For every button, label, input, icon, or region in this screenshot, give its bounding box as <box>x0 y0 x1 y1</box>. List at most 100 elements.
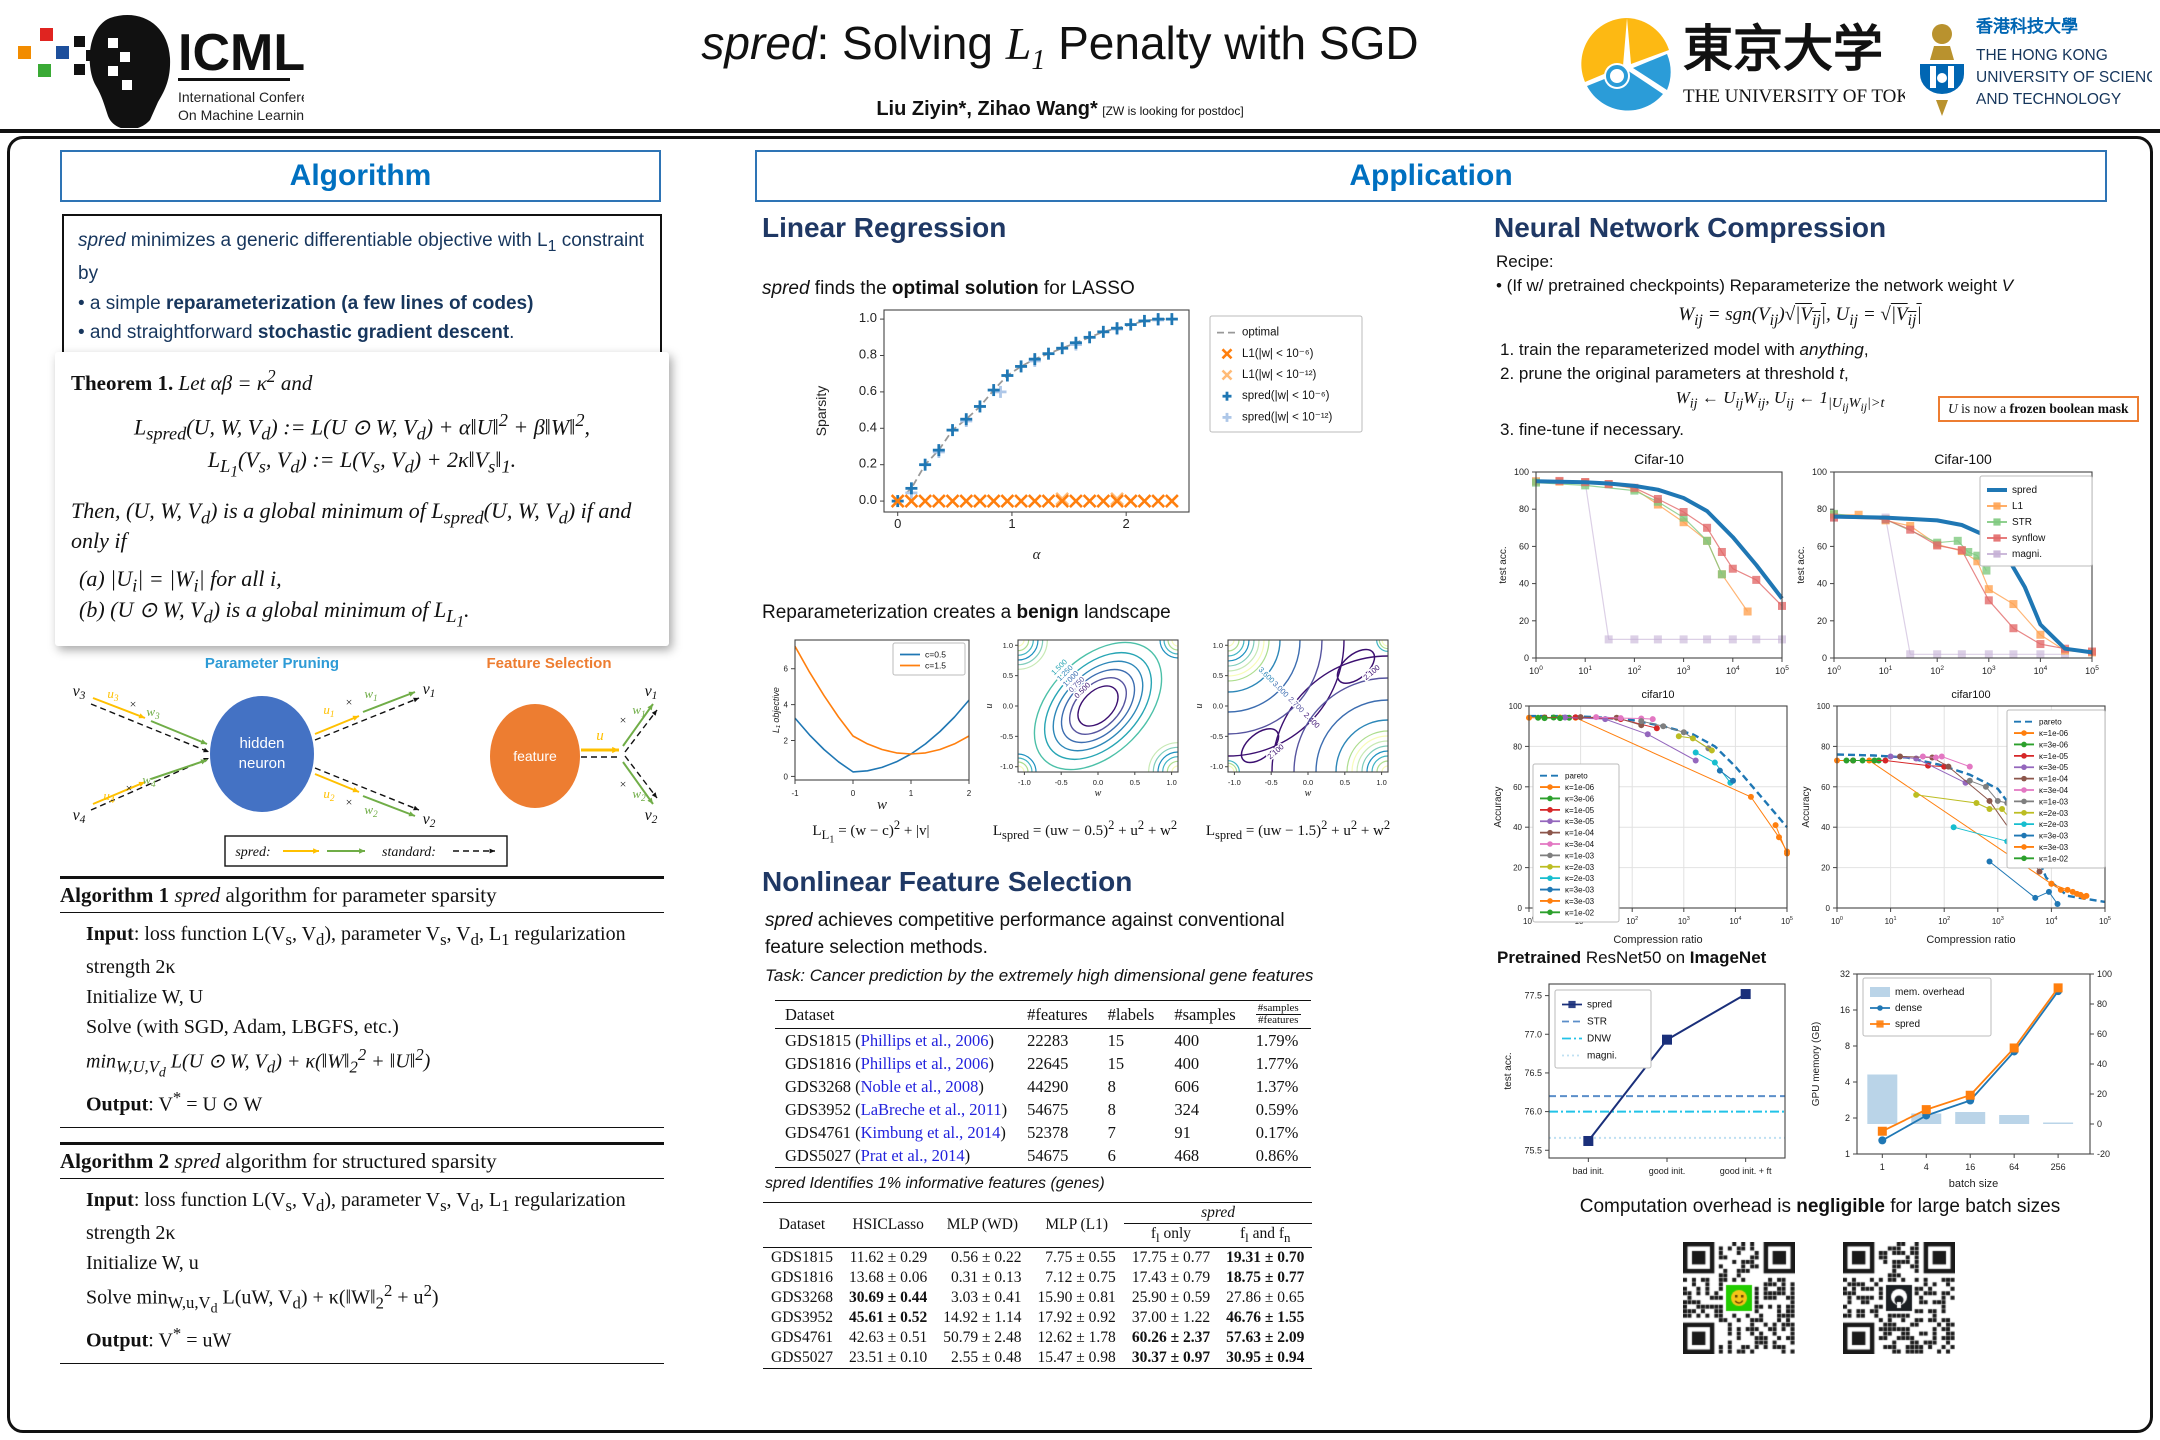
column-header: #features <box>1017 999 1098 1030</box>
svg-text:101: 101 <box>1578 665 1592 676</box>
column-header: MLP (L1) <box>1029 1201 1124 1249</box>
svg-text:κ=1e-04: κ=1e-04 <box>1565 829 1595 838</box>
cell: 45.61 ± 0.52 <box>849 1309 928 1327</box>
svg-text:Feature Selection: Feature Selection <box>486 655 611 672</box>
utokyo-logo: 東京大学 THE UNIVERSITY OF TOKYO <box>1575 10 1938 127</box>
qr-code-smiley <box>1683 1242 1795 1354</box>
cell: 0.31 ± 0.13 <box>951 1269 1022 1287</box>
svg-text:κ=1e-03: κ=1e-03 <box>1565 851 1595 860</box>
svg-text:pareto: pareto <box>2039 718 2062 727</box>
svg-text:100: 100 <box>1812 467 1827 477</box>
cell: 22283 <box>1027 1030 1069 1050</box>
svg-text:0: 0 <box>894 516 901 531</box>
theorem-head: Theorem 1. Let αβ = κ2 and <box>71 366 313 395</box>
table-row: GDS3268 30.69 ± 0.44 3.03 ± 0.41 15.90 ± 0.… <box>763 1288 1312 1308</box>
svg-text:-0.5: -0.5 <box>1000 732 1013 741</box>
svg-text:80: 80 <box>1519 504 1529 514</box>
svg-text:test acc.: test acc. <box>1796 546 1807 583</box>
svg-text:0.8: 0.8 <box>859 346 877 361</box>
svg-text:0.2: 0.2 <box>859 456 877 471</box>
svg-text:100: 100 <box>1817 702 1831 711</box>
cell: 324 <box>1174 1099 1200 1119</box>
svg-text:κ=3e-03: κ=3e-03 <box>1565 886 1595 895</box>
svg-text:60: 60 <box>2097 1029 2107 1039</box>
svg-text:spred(|w| < 10⁻⁶): spred(|w| < 10⁻⁶) <box>1242 390 1330 402</box>
svg-text:20: 20 <box>1519 616 1529 626</box>
svg-text:cifar100: cifar100 <box>1951 689 1990 701</box>
icml-logo-graphic: ICML International Conference On Machine… <box>18 15 332 130</box>
svg-text:40: 40 <box>1513 823 1522 832</box>
citation-link[interactable]: Phillips et al., 2006 <box>860 1053 989 1073</box>
svg-text:u2: u2 <box>323 786 335 804</box>
svg-text:2: 2 <box>1845 1113 1850 1123</box>
svg-text:International Conference: International Conference <box>178 89 304 105</box>
svg-text:77.5: 77.5 <box>1524 991 1542 1001</box>
svg-text:0.5: 0.5 <box>1340 778 1350 787</box>
citation-link[interactable]: Kimbung et al., 2014 <box>860 1122 1001 1142</box>
svg-text:κ=3e-05: κ=3e-05 <box>2039 763 2069 772</box>
cell: 50.79 ± 2.48 <box>943 1329 1022 1347</box>
linear-regression-sub: spred finds the optimal solution for LAS… <box>762 278 1135 299</box>
algorithm-2-output: Output: V* = uW <box>86 1323 232 1352</box>
citation-link[interactable]: Prat et al., 2014 <box>860 1145 965 1165</box>
svg-text:100: 100 <box>1831 916 1843 926</box>
svg-text:κ=3e-06: κ=3e-06 <box>2039 740 2069 749</box>
cell: 3.03 ± 0.41 <box>951 1289 1022 1307</box>
algorithm-2-solve: Solve minW,u,Vd L(uW, Vd) + κ(‖W‖22 + u2… <box>86 1280 439 1317</box>
svg-text:spred: spred <box>1895 1019 1920 1030</box>
svg-text:κ=1e-04: κ=1e-04 <box>2039 775 2069 784</box>
column-header: #labels <box>1097 999 1165 1030</box>
column-header-ratio: #samples #features <box>1245 999 1311 1030</box>
title-mid: : Solving <box>816 17 1006 69</box>
header-divider <box>0 129 2160 133</box>
cell: 17.92 ± 0.92 <box>1037 1309 1116 1327</box>
svg-text:κ=1e-02: κ=1e-02 <box>1565 908 1595 917</box>
svg-text:Cifar-10: Cifar-10 <box>1634 451 1684 467</box>
svg-text:100: 100 <box>1827 665 1841 676</box>
table-row: GDS3952 (LaBreche et al., 2011) 54675 8 324… <box>775 1098 1311 1121</box>
cell: 400 <box>1174 1030 1200 1050</box>
cell: 606 <box>1174 1076 1200 1096</box>
svg-text:u4: u4 <box>103 788 115 806</box>
gpu-memory-chart: 1 4 16 64 256 1 2 4 8 16 32 -20 0 20 40 60 80 100 batch si… <box>1805 962 2140 1195</box>
svg-text:×: × <box>130 697 137 711</box>
cell: 13.68 ± 0.06 <box>849 1269 928 1287</box>
svg-text:×: × <box>346 795 353 809</box>
compression-heading: Neural Network Compression <box>1494 212 1887 243</box>
svg-text:Accuracy: Accuracy <box>1493 786 1504 827</box>
results-table: Dataset HSICLasso MLP (WD) MLP (L1) spred fl … <box>763 1201 1313 1370</box>
algorithm-2-init: Initialize W, u <box>86 1251 199 1274</box>
svg-text:Accuracy: Accuracy <box>1801 786 1812 827</box>
citation-link[interactable]: LaBreche et al., 2011 <box>860 1099 1002 1119</box>
cell: 12.62 ± 1.78 <box>1037 1329 1116 1347</box>
svg-text:104: 104 <box>2045 916 2057 926</box>
cell: 60.26 ± 2.37 <box>1131 1329 1211 1347</box>
algorithm-1: Algorithm 1 spred algorithm for paramete… <box>60 876 664 1129</box>
algorithm-section-title: Algorithm <box>289 159 432 192</box>
svg-text:-1: -1 <box>791 789 799 798</box>
svg-text:1: 1 <box>909 789 914 798</box>
svg-text:spred: spred <box>1587 1000 1612 1011</box>
intro-line: spred minimizes a generic differentiable… <box>78 230 645 285</box>
table-row: GDS4761 42.63 ± 0.51 50.79 ± 2.48 12.62 ± 1… <box>763 1328 1312 1348</box>
reparam-diagram: Parameter Pruning Feature Selection hidden… <box>57 652 662 875</box>
citation-link[interactable]: Noble et al., 2008 <box>860 1076 979 1096</box>
svg-text:104: 104 <box>1729 916 1741 926</box>
svg-text:v2: v2 <box>645 807 658 826</box>
svg-text:u: u <box>596 728 604 744</box>
svg-text:Compression ratio: Compression ratio <box>1613 934 1702 946</box>
icml-logo: ICML International Conference On Machine… <box>12 8 332 133</box>
svg-text:0.5: 0.5 <box>1003 671 1013 680</box>
svg-text:0: 0 <box>784 772 789 781</box>
svg-text:UNIVERSITY OF SCIENCE: UNIVERSITY OF SCIENCE <box>1976 69 2152 86</box>
svg-text:Cifar-100: Cifar-100 <box>1934 451 1992 467</box>
qr-code-github <box>1843 1242 1955 1354</box>
svg-text:103: 103 <box>1678 916 1690 926</box>
svg-text:Sparsity: Sparsity <box>813 386 829 437</box>
svg-text:60: 60 <box>1519 541 1529 551</box>
svg-text:4: 4 <box>1924 1162 1929 1172</box>
cell: 400 <box>1174 1053 1200 1073</box>
citation-link[interactable]: Phillips et al., 2006 <box>860 1030 989 1050</box>
svg-text:1: 1 <box>1845 1149 1850 1159</box>
svg-text:1: 1 <box>1008 516 1015 531</box>
